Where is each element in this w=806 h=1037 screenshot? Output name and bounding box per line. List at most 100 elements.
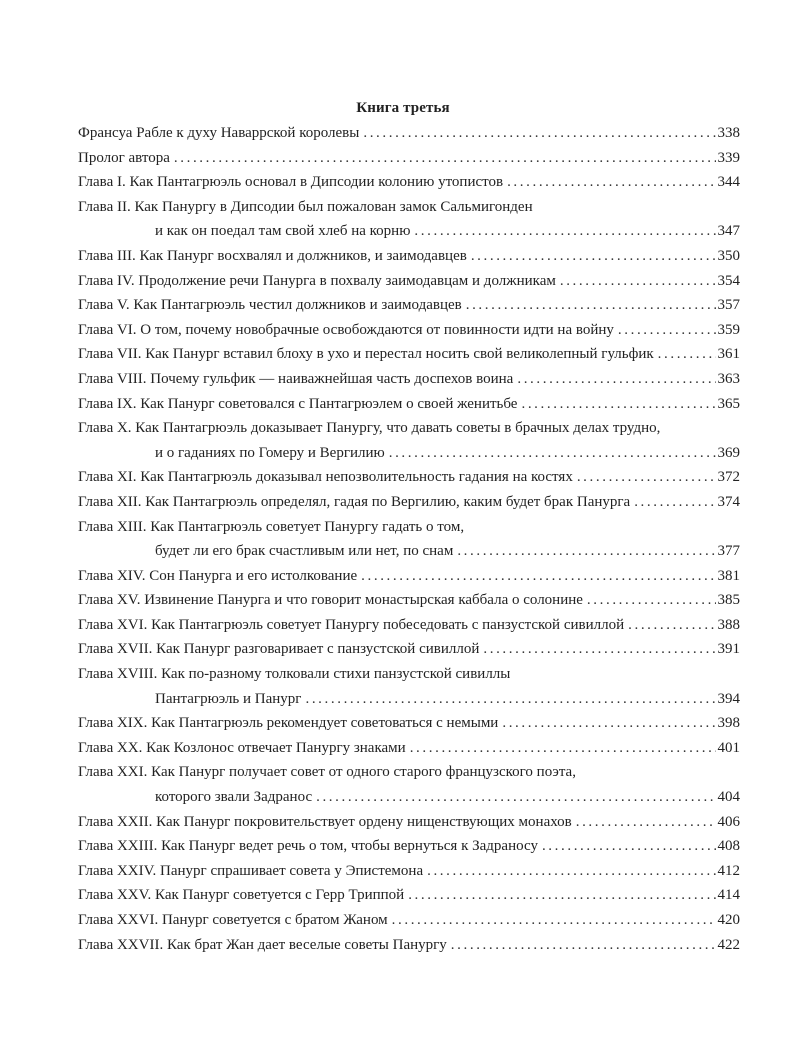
page-number: 369 [717,444,741,461]
toc-entry[interactable]: Глава IX. Как Панург советовался с Панта… [78,392,740,417]
toc-entry-title: Глава XXIV. Панург спрашивает совета у Э… [78,862,424,879]
page-number: 365 [717,395,741,412]
toc-entry-title: Глава XIII. Как Пантагрюэль советует Пан… [78,518,465,535]
toc-entry[interactable]: Глава XII. Как Пантагрюэль определял, га… [78,490,740,515]
toc-entry[interactable]: Глава XVI. Как Пантагрюэль советует Пану… [78,613,740,638]
toc-entry-title: Глава X. Как Пантагрюэль доказывает Пану… [78,420,661,437]
toc-entry-title: Глава XXVII. Как брат Жан дает веселые с… [78,936,447,953]
page-number: 404 [717,789,741,806]
dot-leader [624,613,716,638]
page-number: 401 [717,739,741,756]
toc-entry[interactable]: Глава XXVII. Как брат Жан дает веселые с… [78,933,740,958]
toc-entry-title: Глава XII. Как Пантагрюэль определял, га… [78,493,631,510]
toc-entry[interactable]: Глава XIX. Как Пантагрюэль рекомендует с… [78,711,740,736]
page-number: 357 [717,297,741,314]
page-number: 338 [717,125,741,141]
toc-entry[interactable]: Глава XXIV. Панург спрашивает совета у Э… [78,859,740,884]
toc-entry[interactable]: Глава XI. Как Пантагрюэль доказывал непо… [78,465,740,490]
toc-entry[interactable]: Глава VII. Как Панург вставил блоху в ух… [78,342,740,367]
toc-entry-line: Глава II. Как Панургу в Дипсодии был пож… [78,195,740,220]
toc-entry-title: и о гаданиях по Гомеру и Вергилию [155,444,385,461]
page-number: 422 [717,936,741,953]
toc-entry[interactable]: Глава XXIII. Как Панург ведет речь о том… [78,834,740,859]
toc-entry-line: Глава XVII. Как Панург разговаривает с п… [78,637,740,662]
toc-entry-line: Глава XXIV. Панург спрашивает совета у Э… [78,859,740,884]
dot-leader [572,810,716,835]
page-number: 388 [717,616,741,633]
page-number: 339 [717,149,741,166]
toc-entry-title: Глава IV. Продолжение речи Панурга в пох… [78,272,556,289]
dot-leader [301,687,716,712]
dot-leader [410,219,716,244]
toc-entry[interactable]: Глава XV. Извинение Панурга и что говори… [78,588,740,613]
page-number: 359 [717,321,741,338]
toc-entry[interactable]: Глава XIII. Как Пантагрюэль советует Пан… [78,515,740,564]
toc-entry-line: Глава IX. Как Панург советовался с Панта… [78,392,740,417]
page-number: 344 [717,174,741,191]
page-number: 350 [717,247,741,264]
page-number: 391 [717,641,741,658]
dot-leader [357,564,716,589]
toc-entry-line: которого звали Задранос 404 [78,785,740,810]
toc-entry-line: Глава VI. О том, почему новобрачные осво… [78,318,740,343]
dot-leader [573,465,716,490]
dot-leader [614,318,716,343]
page-number: 374 [717,493,741,510]
toc-entry[interactable]: Глава XIV. Сон Панурга и его истолковани… [78,564,740,589]
dot-leader [479,637,716,662]
toc-entry[interactable]: Глава VI. О том, почему новобрачные осво… [78,318,740,343]
toc-entry[interactable]: Глава II. Как Панургу в Дипсодии был пож… [78,195,740,244]
toc-entry[interactable]: Глава XXV. Как Панург советуется с Герр … [78,883,740,908]
toc-entry[interactable]: Глава XXII. Как Панург покровительствует… [78,810,740,835]
toc-entry[interactable]: Глава V. Как Пантагрюэль честил должнико… [78,293,740,318]
toc-entry[interactable]: Глава XX. Как Козлонос отвечает Панургу … [78,736,740,761]
toc-entry-line: Глава XIV. Сон Панурга и его истолковани… [78,564,740,589]
toc-entry-line: Глава XVIII. Как по-разному толковали ст… [78,662,740,687]
toc-entry-line: Глава XVI. Как Пантагрюэль советует Пану… [78,613,740,638]
toc-entry[interactable]: Глава I. Как Пантагрюэль основал в Дипсо… [78,170,740,195]
toc-entry-title: Глава XVI. Как Пантагрюэль советует Пану… [78,616,625,633]
toc-entry-title: Глава XXII. Как Панург покровительствует… [78,813,572,830]
toc-entry-line: Глава XXV. Как Панург советуется с Герр … [78,883,740,908]
toc-entry-line: Глава III. Как Панург восхвалял и должни… [78,244,740,269]
toc-entry[interactable]: Глава XXI. Как Панург получает совет от … [78,760,740,809]
dot-leader [423,859,716,884]
toc-entry[interactable]: Пролог автора 339 [78,146,740,171]
toc-entry-line: Глава XXVI. Панург советуется с братом Ж… [78,908,740,933]
toc-entry-title: Глава XIV. Сон Панурга и его истолковани… [78,567,358,584]
dot-leader [630,490,716,515]
page-number: 408 [717,838,741,855]
page-number: 354 [717,272,741,289]
page-number: 412 [717,862,741,879]
toc-entry-title: и как он поедал там свой хлеб на корню [155,223,411,240]
toc-entry-title: Глава XXVI. Панург советуется с братом Ж… [78,912,388,928]
page-number: 394 [717,690,741,707]
toc-entry-title: Глава V. Как Пантагрюэль честил должнико… [78,297,462,314]
toc-entry[interactable]: Глава VIII. Почему гульфик — наиважнейша… [78,367,740,392]
toc-entry-title: Глава XXV. Как Панург советуется с Герр … [78,887,405,904]
toc-entry-title: Глава XXIII. Как Панург ведет речь о том… [78,838,538,855]
dot-leader [406,736,716,761]
dot-leader [556,269,716,294]
page-number: 385 [717,592,741,609]
toc-entry-line: Глава XXVII. Как брат Жан дает веселые с… [78,933,740,958]
dot-leader [447,933,716,958]
toc-entry[interactable]: Глава IV. Продолжение речи Панурга в пох… [78,269,740,294]
toc-entry-title: Пантагрюэль и Панург [155,690,302,707]
page-number: 406 [717,813,741,830]
toc-entry[interactable]: Глава X. Как Пантагрюэль доказывает Пану… [78,416,740,465]
toc-entry[interactable]: Глава XVII. Как Панург разговаривает с п… [78,637,740,662]
toc-entry-title: Глава III. Как Панург восхвалял и должни… [78,247,467,264]
dot-leader [538,834,716,859]
toc-entry-title: Глава XVIII. Как по-разному толковали ст… [78,666,511,683]
dot-leader [517,392,716,417]
toc-entry[interactable]: Глава XXVI. Панург советуется с братом Ж… [78,908,740,933]
toc-entry-line: Глава XXIII. Как Панург ведет речь о том… [78,834,740,859]
toc-entry[interactable]: Глава III. Как Панург восхвалял и должни… [78,244,740,269]
page-number: 414 [717,887,741,904]
toc-entry-line: Глава XII. Как Пантагрюэль определял, га… [78,490,740,515]
toc-entry-title: Глава I. Как Пантагрюэль основал в Дипсо… [78,174,504,191]
toc-entry[interactable]: Франсуа Рабле к духу Наваррской королевы… [78,121,740,146]
toc-entry[interactable]: Глава XVIII. Как по-разному толковали ст… [78,662,740,711]
page-number: 361 [717,346,741,363]
